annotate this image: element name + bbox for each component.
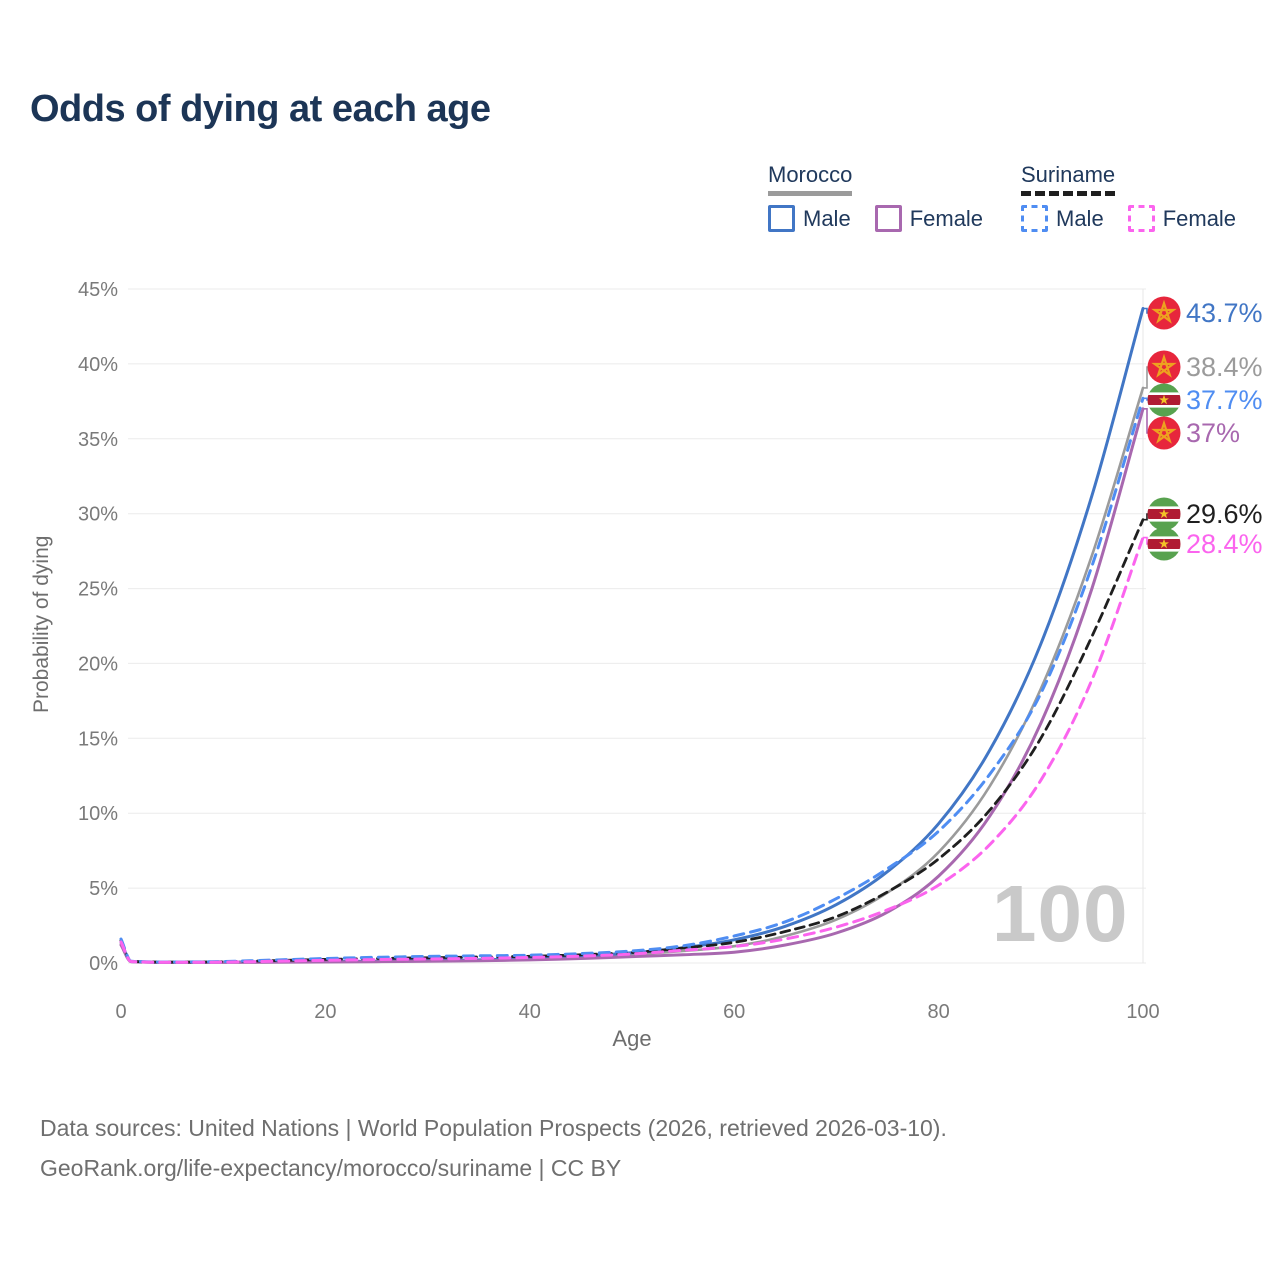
suriname-flag-icon: [1147, 383, 1181, 417]
y-tick-labels: 0% 5% 10% 15% 20% 25% 30% 35% 40% 45%: [78, 279, 118, 975]
svg-text:5%: 5%: [89, 878, 118, 900]
svg-text:35%: 35%: [78, 429, 118, 451]
series-line-suriname-male[interactable]: [119, 396, 1145, 964]
end-label-value: 37.7%: [1186, 384, 1263, 415]
dashed-line-swatch-icon: [1021, 205, 1048, 232]
svg-text:40%: 40%: [78, 354, 118, 376]
x-axis-title: Age: [612, 1026, 652, 1051]
legend-items-suriname: Male Female: [1021, 205, 1236, 232]
series-lines: [119, 307, 1145, 964]
series-line-morocco-combined[interactable]: [119, 386, 1145, 964]
end-label-morocco-combined: 38.4%: [1147, 350, 1263, 384]
morocco-flag-icon: [1147, 350, 1181, 384]
chart-title: Odds of dying at each age: [30, 88, 491, 130]
legend-item-morocco-male[interactable]: Male: [768, 205, 851, 232]
morocco-flag-icon: [1147, 296, 1181, 330]
svg-text:40: 40: [519, 1001, 541, 1023]
end-label-value: 29.6%: [1186, 498, 1263, 529]
legend-item-label: Female: [909, 205, 984, 231]
end-label-value: 28.4%: [1186, 528, 1263, 559]
svg-text:30%: 30%: [78, 504, 118, 526]
svg-text:15%: 15%: [78, 728, 118, 750]
suriname-flag-icon: [1147, 527, 1181, 561]
y-axis-title: Probability of dying: [30, 535, 53, 713]
solid-line-swatch-icon: [874, 205, 902, 232]
end-label-value: 43.7%: [1186, 297, 1263, 328]
series-line-morocco-male[interactable]: [119, 307, 1145, 964]
series-line-suriname-female[interactable]: [119, 536, 1145, 964]
legend-items-morocco: Male Female: [768, 205, 983, 232]
svg-text:10%: 10%: [78, 803, 118, 825]
x-tick-labels: 0 20 40 60 80 100: [115, 1001, 1159, 1023]
end-label-value: 37%: [1186, 417, 1241, 448]
morocco-flag-icon: [1147, 416, 1181, 450]
legend-group-morocco: Morocco Male Female: [768, 162, 983, 232]
end-label-morocco-female: 37%: [1147, 416, 1240, 450]
hover-age-watermark: 100: [992, 869, 1129, 958]
legend-item-suriname-male[interactable]: Male: [1021, 205, 1104, 232]
legend-item-label: Male: [803, 205, 851, 231]
suriname-flag-icon: [1147, 497, 1181, 531]
legend: Morocco Male Female Suriname Mal: [0, 162, 1280, 242]
svg-text:100: 100: [1126, 1001, 1159, 1023]
svg-text:20: 20: [314, 1001, 336, 1023]
svg-text:45%: 45%: [78, 279, 118, 301]
end-label-suriname-male: 37.7%: [1147, 383, 1263, 417]
end-label-morocco-male: 43.7%: [1147, 296, 1263, 330]
footer-sources: Data sources: United Nations | World Pop…: [40, 1115, 947, 1141]
svg-text:60: 60: [723, 1001, 745, 1023]
gridlines: [128, 288, 1146, 964]
end-label-suriname-female: 28.4%: [1147, 527, 1263, 561]
legend-country-label: Suriname: [1021, 162, 1116, 187]
legend-country-label: Morocco: [768, 162, 853, 187]
legend-group-suriname: Suriname Male Female: [1021, 162, 1236, 232]
footer: Data sources: United Nations | World Pop…: [40, 1108, 947, 1188]
legend-item-label: Male: [1056, 205, 1104, 231]
legend-country-morocco[interactable]: Morocco: [768, 162, 853, 196]
legend-item-suriname-female[interactable]: Female: [1127, 205, 1237, 232]
svg-text:20%: 20%: [78, 653, 118, 675]
svg-text:0%: 0%: [89, 953, 118, 975]
legend-country-suriname[interactable]: Suriname: [1021, 162, 1116, 196]
end-label-value: 38.4%: [1186, 351, 1263, 382]
series-line-suriname-combined[interactable]: [119, 518, 1145, 964]
svg-text:0: 0: [115, 1001, 126, 1023]
svg-text:80: 80: [927, 1001, 949, 1023]
legend-item-label: Female: [1162, 205, 1237, 231]
legend-item-morocco-female[interactable]: Female: [874, 205, 984, 232]
series-line-morocco-female[interactable]: [119, 407, 1145, 964]
end-label-suriname-combined: 29.6%: [1147, 497, 1263, 531]
svg-text:25%: 25%: [78, 579, 118, 601]
solid-line-swatch-icon: [768, 205, 795, 232]
dashed-line-swatch-icon: [1127, 205, 1155, 232]
footer-attribution: GeoRank.org/life-expectancy/morocco/suri…: [40, 1155, 622, 1181]
